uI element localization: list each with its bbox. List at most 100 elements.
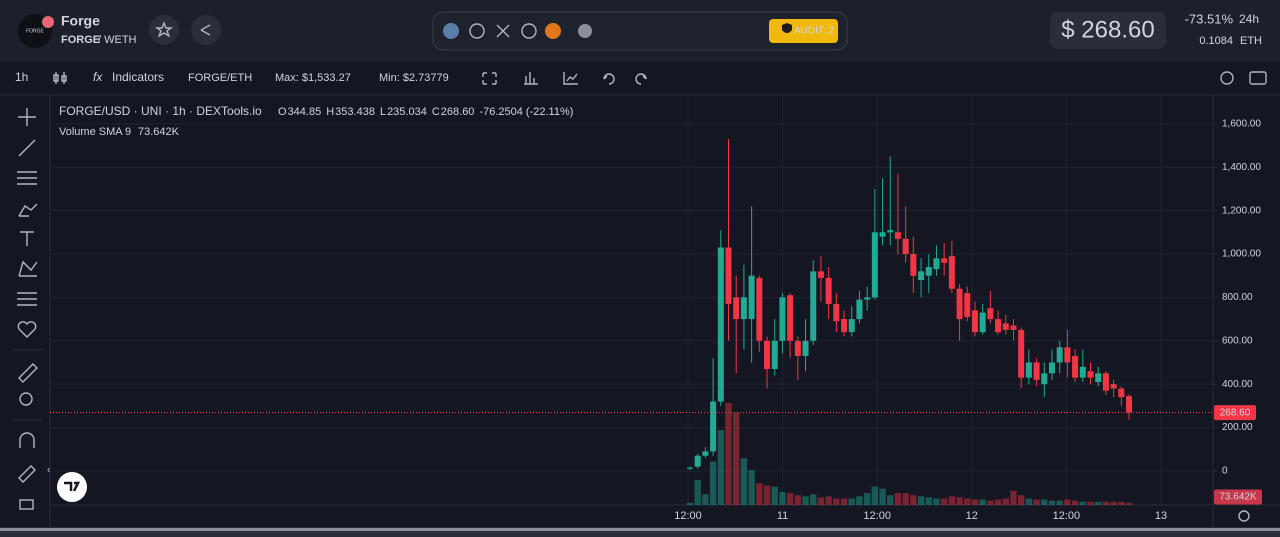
candle-body: [1064, 347, 1071, 363]
change-period: 24h: [1239, 12, 1259, 26]
lock-tool[interactable]: [19, 499, 34, 510]
volume-bar: [1087, 501, 1094, 505]
volume-bar: [848, 498, 855, 505]
candle-body: [971, 310, 978, 333]
y-tick-label: 600.00: [1222, 335, 1253, 346]
candle-body: [833, 303, 840, 322]
candle-body: [933, 258, 940, 270]
volume-bar: [1056, 500, 1063, 505]
line-tool[interactable]: [18, 139, 36, 157]
volume-bar: [1094, 501, 1102, 505]
interval[interactable]: 1h: [15, 70, 28, 84]
volume-bar: [1017, 495, 1025, 505]
y-tick-label: 400.00: [1222, 379, 1253, 390]
candle-body: [864, 297, 871, 300]
y-tick-label: 800.00: [1222, 292, 1253, 303]
x-tick-label: 12:00: [674, 510, 702, 522]
token-name: Forge: [61, 13, 100, 29]
volume-bar: [840, 498, 848, 505]
fx-icon: fx: [93, 70, 103, 84]
more-link[interactable]: [578, 24, 592, 38]
prediction-tool[interactable]: [17, 292, 37, 306]
pair-toggle[interactable]: FORGE/ETH: [188, 72, 252, 84]
chart-type-button[interactable]: [53, 72, 67, 84]
volume-bar: [733, 412, 740, 505]
volume-bar: [1041, 499, 1048, 505]
zoom-tool[interactable]: [19, 392, 33, 406]
candle-body: [1048, 362, 1055, 374]
candle-body: [956, 288, 963, 320]
text-tool[interactable]: [20, 231, 34, 246]
volume-bar: [833, 498, 840, 505]
redo-button[interactable]: [635, 73, 647, 85]
candle-body: [787, 295, 794, 341]
volume-bar: [686, 502, 694, 505]
candle-body: [987, 308, 994, 320]
candle-body: [810, 271, 817, 341]
candle-body: [979, 312, 986, 333]
ohlc-value: 353.438: [335, 106, 375, 118]
resize-bar[interactable]: [0, 528, 1280, 531]
settings-button[interactable]: [1220, 71, 1234, 85]
volume-bar: [694, 480, 701, 505]
candle-body: [841, 319, 848, 333]
volume-bar: [702, 494, 709, 505]
volume-legend: Volume SMA 9: [59, 126, 131, 138]
metamask-link[interactable]: [545, 23, 561, 39]
candle-body: [848, 319, 855, 333]
indicators-button[interactable]: Indicators: [112, 70, 164, 84]
candle-body: [964, 293, 971, 317]
volume-bar: [709, 461, 717, 505]
volume-bar: [779, 491, 786, 505]
candle-body: [1002, 323, 1009, 330]
candle-body: [918, 271, 925, 281]
candle-body: [1095, 373, 1102, 382]
volume-bar: [825, 496, 832, 505]
coin-link[interactable]: [521, 23, 537, 39]
crosshair-tool[interactable]: [18, 108, 36, 126]
undo-button[interactable]: [603, 73, 615, 85]
pattern-tool[interactable]: [18, 260, 38, 277]
candle-body: [925, 267, 932, 276]
price-label-bg: [1214, 405, 1256, 421]
magnet-tool[interactable]: [19, 432, 35, 448]
ohlc-value: 268.60: [441, 106, 475, 118]
volume-label-bg: [1214, 489, 1262, 505]
candle-body: [702, 451, 709, 456]
volume-bar: [1110, 501, 1117, 505]
dextools-link[interactable]: [443, 23, 459, 39]
candle-body: [764, 340, 771, 369]
favorites-tool[interactable]: [17, 321, 37, 338]
draw-mode-tool[interactable]: [18, 465, 36, 483]
website-link[interactable]: [469, 23, 485, 39]
pair-base: FORGE: [61, 34, 100, 46]
favorite-button[interactable]: [149, 15, 179, 45]
volume-bar: [894, 493, 902, 505]
volume-bar: [1033, 499, 1040, 505]
candle-body: [948, 256, 955, 289]
screenshot-button[interactable]: [1249, 71, 1267, 85]
candle-body: [694, 455, 701, 467]
x-tick-label: 13: [1155, 510, 1167, 522]
fullscreen-button[interactable]: [482, 72, 497, 85]
brush-tool[interactable]: [18, 203, 38, 217]
volume-bar: [933, 498, 940, 505]
share-button[interactable]: [191, 15, 221, 45]
candle-body: [902, 238, 909, 255]
volume-bar: [1002, 498, 1009, 505]
candle-body: [1079, 366, 1086, 378]
chart-style-button[interactable]: [524, 72, 538, 85]
fib-tool[interactable]: [17, 171, 37, 185]
volume-bar: [1025, 498, 1033, 505]
compare-button[interactable]: [563, 72, 578, 85]
measure-tool[interactable]: [18, 363, 38, 383]
candle-body: [802, 340, 809, 356]
candle-body: [794, 340, 801, 356]
candle-body: [771, 340, 778, 369]
chart-bg: [0, 62, 1280, 537]
axis-settings[interactable]: [1238, 510, 1250, 522]
candle-body: [1010, 325, 1017, 330]
collapse-sidebar[interactable]: ‹: [47, 465, 50, 476]
x-link[interactable]: [496, 24, 510, 38]
